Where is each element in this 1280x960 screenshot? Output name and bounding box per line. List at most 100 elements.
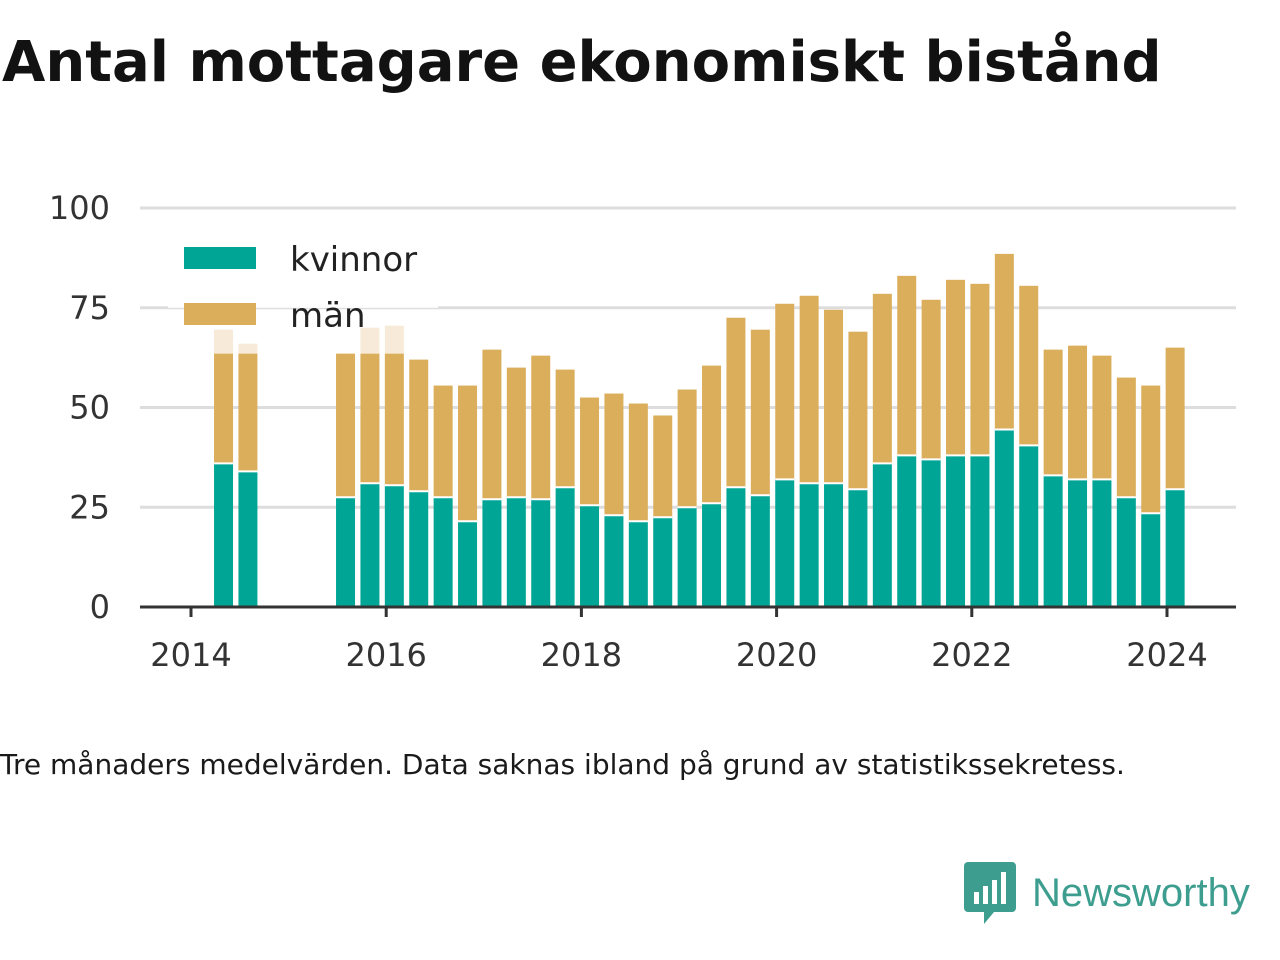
bar-kvinnor — [848, 489, 868, 607]
bar-man — [336, 353, 356, 498]
bar-man — [750, 329, 770, 496]
bar-man — [677, 389, 697, 508]
bar-man — [1068, 345, 1088, 480]
legend-swatch — [184, 303, 256, 325]
bar-man — [506, 367, 526, 498]
bar-kvinnor — [1019, 445, 1039, 607]
bar-man — [775, 303, 795, 480]
bar-man — [946, 279, 966, 456]
bar-man — [360, 353, 380, 484]
bar-man — [604, 393, 624, 516]
bar-kvinnor — [1068, 479, 1088, 607]
bar-kvinnor — [360, 483, 380, 607]
newsworthy-logo-icon — [964, 862, 1016, 924]
bar-man — [799, 295, 819, 484]
bar-man — [628, 403, 648, 522]
bar-kvinnor — [897, 455, 917, 607]
bar-man — [458, 385, 478, 522]
x-tick-label: 2018 — [541, 636, 622, 674]
bar-kvinnor — [458, 521, 478, 607]
y-tick-label: 25 — [69, 488, 110, 526]
bar-man — [555, 369, 575, 488]
bar-kvinnor — [750, 495, 770, 607]
bar-man — [580, 397, 600, 506]
bar-man — [1165, 347, 1185, 490]
bar-kvinnor — [1043, 475, 1063, 607]
bar-kvinnor — [506, 497, 526, 607]
bar-estimate — [238, 343, 258, 354]
bar-kvinnor — [726, 487, 746, 607]
bar-man — [1141, 385, 1161, 514]
bar-man — [848, 331, 868, 490]
bar-kvinnor — [994, 429, 1014, 607]
brand-name: Newsworthy — [1032, 871, 1250, 915]
bar-man — [994, 253, 1014, 430]
bar-kvinnor — [970, 455, 990, 607]
bar-man — [872, 293, 892, 464]
bar-man — [214, 353, 234, 464]
legend: kvinnor män — [168, 238, 438, 336]
bar-kvinnor — [628, 521, 648, 607]
y-tick-labels: 0 25 50 75 100 — [49, 189, 110, 626]
bar-kvinnor — [702, 503, 722, 607]
bar-man — [482, 349, 502, 500]
bar-kvinnor — [238, 471, 258, 607]
chart-title: Antal mottagare ekonomiskt bistånd — [2, 30, 1162, 95]
x-tick-label: 2016 — [345, 636, 426, 674]
bars — [214, 253, 1185, 607]
bar-estimate — [384, 325, 404, 354]
bar-kvinnor — [433, 497, 453, 607]
x-tick-labels: 2014 2016 2018 2020 2022 2024 — [150, 607, 1208, 674]
bar-kvinnor — [214, 463, 234, 607]
bar-man — [384, 353, 404, 486]
x-tick-label: 2014 — [150, 636, 231, 674]
bar-kvinnor — [1092, 479, 1112, 607]
y-tick-label: 75 — [69, 289, 110, 327]
bar-kvinnor — [531, 499, 551, 607]
y-tick-label: 50 — [69, 389, 110, 427]
bar-kvinnor — [409, 491, 429, 607]
bar-estimate — [360, 327, 380, 354]
y-tick-label: 0 — [90, 588, 110, 626]
bar-man — [1019, 285, 1039, 446]
bar-kvinnor — [775, 479, 795, 607]
bar-kvinnor — [921, 459, 941, 607]
bar-estimate — [214, 329, 234, 354]
bar-kvinnor — [555, 487, 575, 607]
brand: Newsworthy — [964, 862, 1250, 924]
bar-man — [238, 353, 258, 472]
bar-man — [409, 359, 429, 492]
bar-man — [1116, 377, 1136, 498]
bar-man — [824, 309, 844, 484]
bar-man — [433, 385, 453, 498]
y-tick-label: 100 — [49, 189, 110, 227]
legend-swatch — [184, 247, 256, 269]
bar-man — [653, 415, 673, 518]
bar-man — [970, 283, 990, 456]
bar-man — [531, 355, 551, 500]
bar-kvinnor — [384, 485, 404, 607]
bar-kvinnor — [653, 517, 673, 607]
footnote: Tre månaders medelvärden. Data saknas ib… — [0, 748, 1125, 781]
bar-man — [1043, 349, 1063, 476]
bar-kvinnor — [1165, 489, 1185, 607]
legend-label: män — [290, 296, 366, 336]
x-tick-label: 2020 — [736, 636, 817, 674]
x-tick-label: 2022 — [931, 636, 1012, 674]
bar-man — [897, 275, 917, 456]
bar-kvinnor — [336, 497, 356, 607]
bar-kvinnor — [482, 499, 502, 607]
bar-kvinnor — [946, 455, 966, 607]
bar-man — [702, 365, 722, 504]
bar-kvinnor — [580, 505, 600, 607]
legend-label: kvinnor — [290, 240, 417, 280]
bar-kvinnor — [604, 515, 624, 607]
bar-man — [726, 317, 746, 488]
bar-kvinnor — [677, 507, 697, 607]
bar-man — [921, 299, 941, 460]
bar-kvinnor — [1141, 513, 1161, 607]
bar-kvinnor — [872, 463, 892, 607]
x-tick-label: 2024 — [1126, 636, 1207, 674]
bar-man — [1092, 355, 1112, 480]
